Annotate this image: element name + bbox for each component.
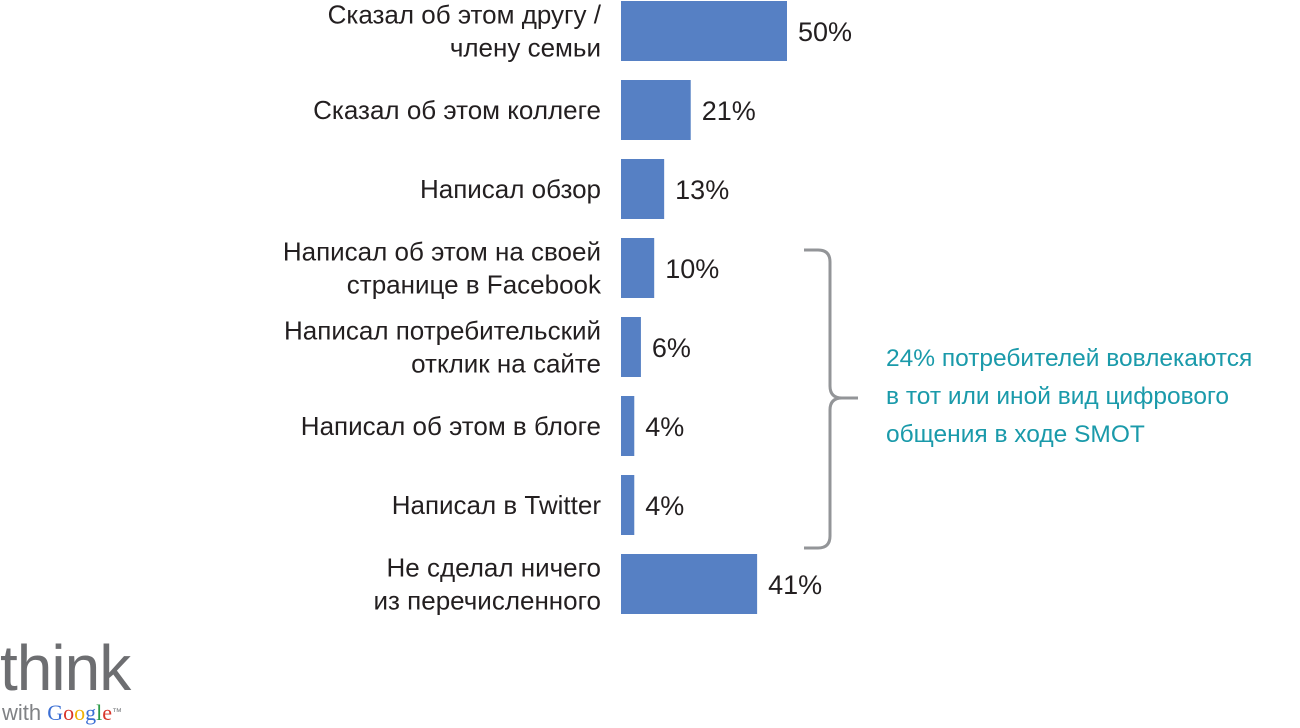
bar-6 (621, 475, 635, 535)
bars (621, 1, 787, 614)
value-label-3: 10% (665, 254, 719, 284)
value-label-6: 4% (645, 491, 684, 521)
bar-0 (621, 1, 787, 61)
category-label-7-line-0: Не сделал ничего (386, 553, 601, 583)
logo-google-wordmark: Google (47, 700, 113, 725)
category-label-0-line-1: члену семьи (450, 33, 601, 63)
value-label-2: 13% (675, 175, 729, 205)
logo-with-text: with (2, 700, 42, 725)
annotation-line-1: 24% потребителей вовлекаются (886, 345, 1253, 372)
category-label-4-line-0: Написал потребительский (284, 316, 601, 346)
logo-with-google: with Google™ (2, 700, 122, 726)
bar-7 (621, 554, 758, 614)
annotation-line-2: в тот или иной вид цифрового (886, 383, 1230, 410)
bar-3 (621, 238, 655, 298)
category-label-7: Не сделал ничего из перечисленного (373, 553, 601, 616)
category-label-2-line-0: Написал обзор (420, 174, 601, 204)
logo-think-text: think (0, 632, 131, 704)
category-label-1: Сказал об этом коллеге (313, 95, 601, 125)
value-label-0: 50% (798, 17, 852, 47)
value-label-4: 6% (652, 333, 691, 363)
category-label-0: Сказал об этом другу / члену семьи (328, 0, 602, 63)
category-label-5-line-0: Написал об этом в блоге (301, 411, 601, 441)
group-brace (804, 248, 858, 550)
category-label-5: Написал об этом в блоге (301, 411, 601, 441)
bar-2 (621, 159, 665, 219)
category-label-4-line-1: отклик на сайте (411, 349, 601, 379)
category-label-7-line-1: из перечисленного (373, 586, 601, 616)
value-label-1: 21% (702, 96, 756, 126)
engagement-annotation: 24% потребителей вовлекаются в тот или и… (886, 340, 1300, 454)
bar-5 (621, 396, 635, 456)
value-label-7: 41% (768, 570, 822, 600)
category-label-6: Написал в Twitter (392, 490, 602, 520)
logo-trademark: ™ (112, 707, 123, 718)
category-label-3-line-1: странице в Facebook (347, 270, 602, 300)
category-label-2: Написал обзор (420, 174, 601, 204)
category-label-3: Написал об этом на своей странице в Faceb… (283, 237, 602, 300)
category-labels: Сказал об этом другу / члену семьиСказал … (283, 0, 602, 616)
value-label-5: 4% (645, 412, 684, 442)
think-with-google-logo: think with Google™ (0, 636, 160, 728)
bar-4 (621, 317, 641, 377)
category-label-4: Написал потребительский отклик на сайте (284, 316, 601, 379)
category-label-6-line-0: Написал в Twitter (392, 490, 602, 520)
category-label-1-line-0: Сказал об этом коллеге (313, 95, 601, 125)
category-label-3-line-0: Написал об этом на своей (283, 237, 601, 267)
bar-1 (621, 80, 691, 140)
category-label-0-line-0: Сказал об этом другу / (328, 0, 602, 30)
value-labels: 50% 21% 13% 10% 6% 4% 4% 41% (645, 17, 852, 600)
annotation-line-3: общения в ходе SMOT (886, 421, 1145, 448)
